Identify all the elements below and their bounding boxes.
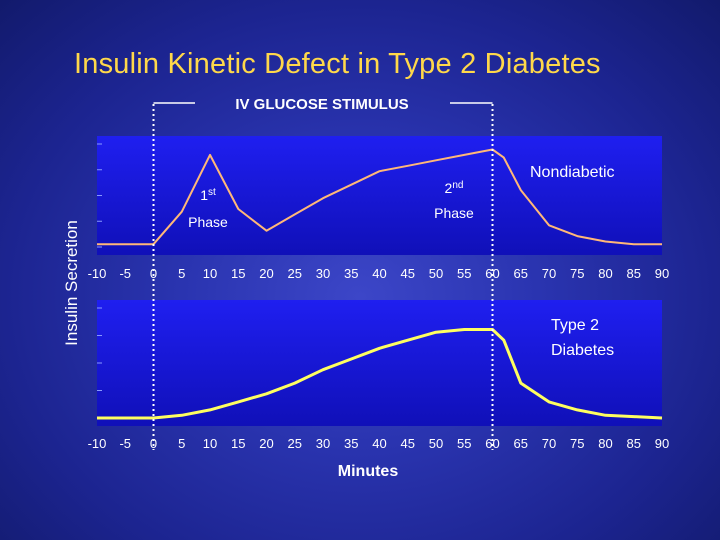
x-tick-label: 10 (203, 266, 217, 281)
x-tick-label: 45 (401, 266, 415, 281)
x-tick-label: 5 (178, 266, 185, 281)
x-tick-label: 85 (627, 436, 641, 451)
x-tick-label: 25 (288, 436, 302, 451)
x-tick-label: 55 (457, 266, 471, 281)
plot-panel-bottom (97, 300, 662, 426)
phase-label: Phase (188, 214, 228, 230)
legend-type2-line2: Diabetes (551, 342, 614, 359)
phase-superscript: st (208, 187, 216, 198)
y-axis-label: Insulin Secretion (62, 220, 81, 346)
x-tick-label: 80 (598, 266, 612, 281)
x-tick-label: 40 (372, 436, 386, 451)
x-tick-label: 50 (429, 436, 443, 451)
x-tick-label: 5 (178, 436, 185, 451)
x-tick-label: 35 (344, 436, 358, 451)
x-tick-label: 70 (542, 436, 556, 451)
legend-nondiabetic: Nondiabetic (530, 164, 615, 181)
x-tick-label: 15 (231, 436, 245, 451)
x-tick-label: 85 (627, 266, 641, 281)
x-tick-label: -5 (119, 266, 131, 281)
x-tick-label: 40 (372, 266, 386, 281)
x-tick-label: 0 (150, 436, 157, 451)
x-tick-label: 80 (598, 436, 612, 451)
x-tick-label: 50 (429, 266, 443, 281)
x-tick-label: 10 (203, 436, 217, 451)
x-tick-label: 90 (655, 266, 669, 281)
x-tick-label: 15 (231, 266, 245, 281)
x-tick-label: 35 (344, 266, 358, 281)
x-tick-label: 60 (485, 436, 499, 451)
x-tick-label: 70 (542, 266, 556, 281)
x-tick-label: 30 (316, 436, 330, 451)
series-line-top (97, 148, 662, 246)
x-tick-label: 65 (514, 266, 528, 281)
stimulus-label: IV GLUCOSE STIMULUS (235, 96, 408, 113)
phase-superscript: nd (452, 180, 463, 191)
x-tick-label: 90 (655, 436, 669, 451)
x-tick-label: 75 (570, 266, 584, 281)
x-tick-label: 65 (514, 436, 528, 451)
x-tick-label: 20 (259, 266, 273, 281)
x-tick-label: 25 (288, 266, 302, 281)
x-tick-label: 0 (150, 266, 157, 281)
x-tick-label: 60 (485, 266, 499, 281)
series-line-bottom (97, 328, 663, 420)
x-tick-label: 55 (457, 436, 471, 451)
x-tick-label: -10 (88, 266, 107, 281)
legend-type2-line1: Type 2 (551, 317, 599, 334)
slide-title: Insulin Kinetic Defect in Type 2 Diabete… (74, 48, 601, 80)
x-tick-label: 20 (259, 436, 273, 451)
x-tick-label: -10 (88, 436, 107, 451)
phase-label: Phase (434, 205, 474, 221)
x-tick-label: 45 (401, 436, 415, 451)
x-tick-label: 75 (570, 436, 584, 451)
x-tick-label: -5 (119, 436, 131, 451)
x-axis-label: Minutes (338, 463, 399, 480)
plot-panel-top (97, 136, 662, 255)
x-tick-label: 30 (316, 266, 330, 281)
